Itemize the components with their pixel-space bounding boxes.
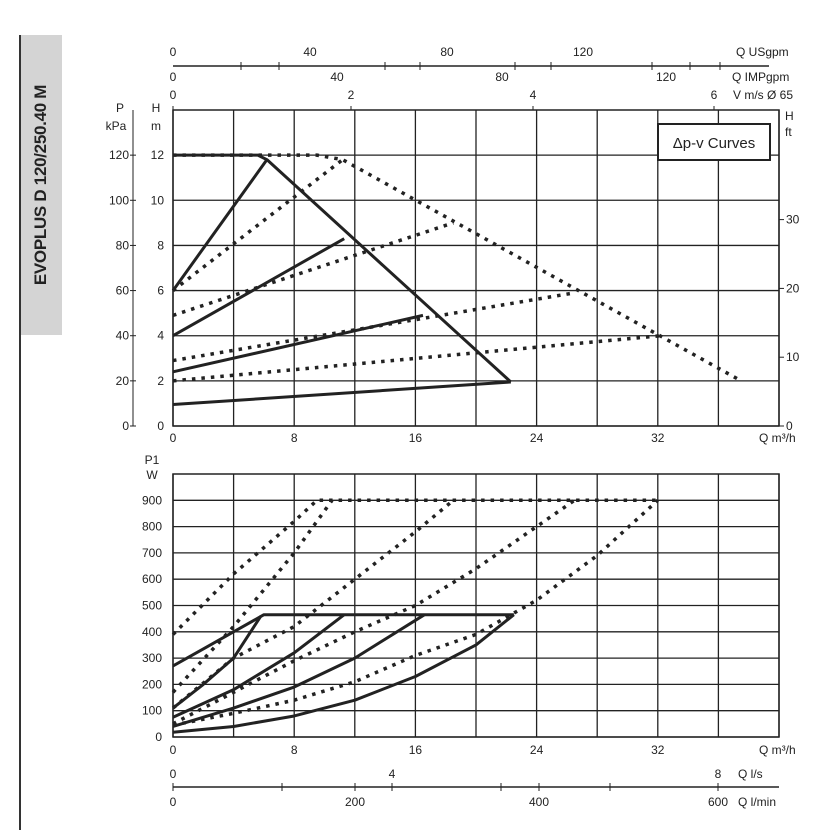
lmin-tick-label: 600	[708, 795, 728, 809]
velocity-tick-label: 4	[530, 88, 537, 102]
power-tick-label: 500	[142, 599, 162, 613]
usgpm-axis-title: Q USgpm	[736, 45, 789, 59]
velocity-tick-label: 2	[348, 88, 355, 102]
m-axis-unit: m	[151, 119, 161, 133]
power-tick-label: 400	[142, 625, 162, 639]
power-tick-label: 200	[142, 677, 162, 691]
head-curve-twin-2	[172, 221, 454, 318]
head-curve-single-3	[172, 313, 424, 374]
ls-tick-label: 0	[170, 767, 177, 781]
x-tick-label: 8	[291, 743, 298, 757]
velocity-tick-label: 6	[711, 88, 718, 102]
x-tick-label: 24	[530, 431, 544, 445]
usgpm-tick-label: 80	[440, 45, 454, 59]
power-tick-label: 300	[142, 651, 162, 665]
kpa-tick-label: 0	[122, 419, 129, 433]
plot-frame	[172, 109, 780, 427]
head-curve-twin-3	[172, 291, 575, 363]
power-curve-single-max	[172, 613, 514, 668]
power-tick-label: 800	[142, 520, 162, 534]
power-curve-twin-max	[171, 498, 658, 636]
x-tick-label: 8	[291, 431, 298, 445]
power-tick-label: 0	[155, 730, 162, 744]
kpa-tick-label: 40	[116, 329, 130, 343]
power-tick-label: 900	[142, 493, 162, 507]
model-label-box	[21, 35, 62, 335]
ft-tick-label: 30	[786, 213, 800, 227]
lmin-axis-title: Q l/min	[738, 795, 776, 809]
power-curve-single-1	[172, 615, 263, 710]
sidebar-divider	[19, 35, 21, 830]
ft-tick-label: 20	[786, 281, 800, 295]
ls-tick-label: 4	[389, 767, 396, 781]
head-curve-twin-1	[171, 158, 344, 292]
plot-frame	[172, 473, 780, 738]
ft-tick-label: 0	[786, 419, 793, 433]
x-tick-label: 32	[651, 743, 665, 757]
power-axis-title: P1	[145, 453, 160, 467]
x-tick-label: 16	[409, 431, 423, 445]
usgpm-tick-label: 0	[170, 45, 177, 59]
kpa-tick-label: 120	[109, 148, 129, 162]
head-curve-twin-4	[172, 333, 661, 383]
impgpm-axis-title: Q IMPgpm	[732, 70, 789, 84]
ft-tick-label: 10	[786, 350, 800, 364]
m-tick-label: 6	[157, 284, 164, 298]
power-curve-single-3	[172, 613, 426, 728]
power-curve-twin-4	[172, 499, 659, 727]
x-tick-label: 24	[530, 743, 544, 757]
x-tick-label: 32	[651, 431, 665, 445]
kpa-tick-label: 80	[116, 238, 130, 252]
head-curve-single-4	[172, 380, 511, 407]
m-tick-label: 2	[157, 374, 164, 388]
head-curve-single-1	[171, 158, 269, 292]
m-tick-label: 4	[157, 329, 164, 343]
x-tick-label: 0	[170, 743, 177, 757]
m-tick-label: 0	[157, 419, 164, 433]
power-curve-single-2	[172, 613, 346, 719]
lmin-tick-label: 0	[170, 795, 177, 809]
legend-box	[657, 123, 771, 161]
kpa-axis-title: P	[116, 101, 124, 115]
x-axis-title: Q m³/h	[759, 431, 796, 445]
kpa-tick-label: 20	[116, 374, 130, 388]
power-tick-label: 100	[142, 704, 162, 718]
x-tick-label: 0	[170, 431, 177, 445]
impgpm-tick-label: 0	[170, 70, 177, 84]
m-axis-title: H	[152, 101, 161, 115]
power-tick-label: 700	[142, 546, 162, 560]
power-curve-twin-1	[171, 499, 334, 694]
head-curve-single-2	[172, 237, 345, 338]
ft-axis-unit: ft	[785, 125, 792, 139]
ft-axis-title: H	[785, 109, 794, 123]
impgpm-tick-label: 40	[330, 70, 344, 84]
x-axis-title: Q m³/h	[759, 743, 796, 757]
kpa-tick-label: 100	[109, 193, 129, 207]
m-tick-label: 10	[151, 193, 165, 207]
legend-label: Δp-v Curves	[673, 135, 756, 152]
ls-axis-title: Q l/s	[738, 767, 763, 781]
m-tick-label: 8	[157, 238, 164, 252]
lmin-tick-label: 200	[345, 795, 365, 809]
power-tick-label: 600	[142, 572, 162, 586]
kpa-tick-label: 60	[116, 284, 130, 298]
m-tick-label: 12	[151, 148, 165, 162]
x-tick-label: 16	[409, 743, 423, 757]
power-axis-unit: W	[146, 468, 158, 482]
power-curve-twin-3	[172, 498, 576, 726]
impgpm-tick-label: 80	[495, 70, 509, 84]
ls-tick-label: 8	[715, 767, 722, 781]
impgpm-tick-label: 120	[656, 70, 676, 84]
velocity-tick-label: 0	[170, 88, 177, 102]
power-curve-single-4	[172, 613, 515, 734]
head-curve-single-max	[173, 153, 512, 384]
usgpm-tick-label: 40	[303, 45, 317, 59]
usgpm-tick-label: 120	[573, 45, 593, 59]
velocity-axis-title: V m/s Ø 65	[733, 88, 793, 102]
kpa-axis-unit: kPa	[106, 119, 127, 133]
lmin-tick-label: 400	[529, 795, 549, 809]
